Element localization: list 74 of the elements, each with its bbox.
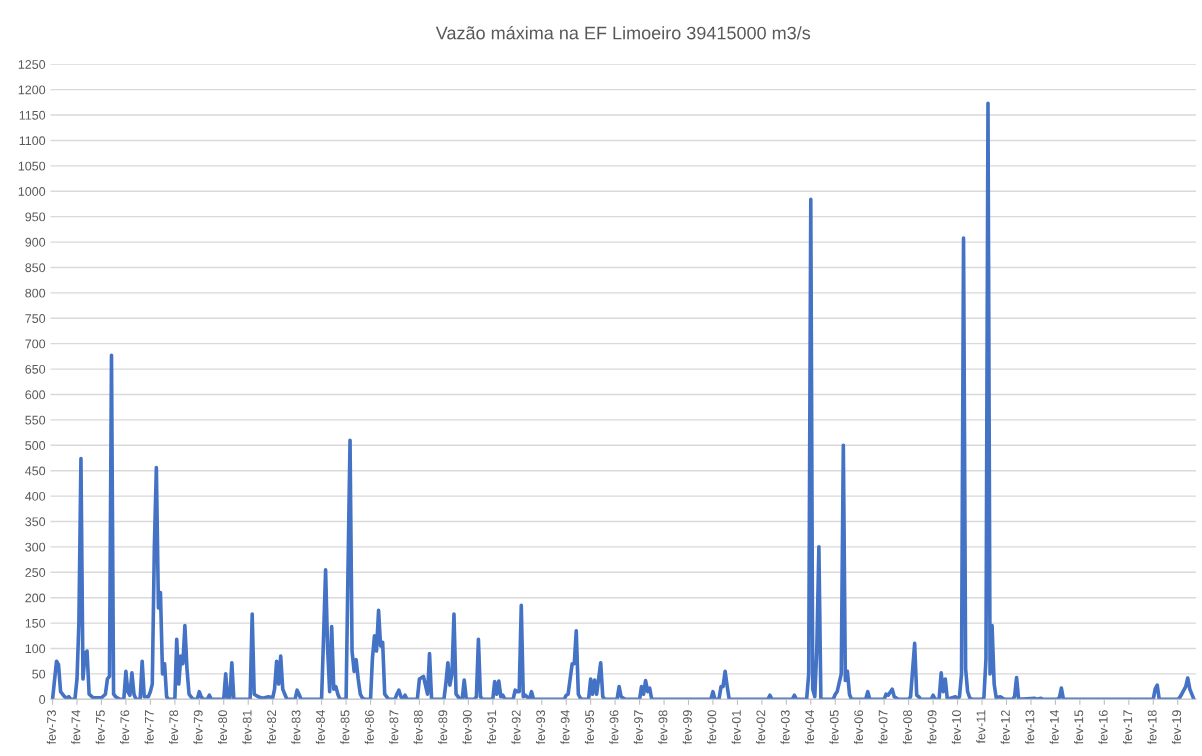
- y-tick-label: 700: [25, 339, 46, 349]
- y-tick-label: 1000: [18, 187, 46, 196]
- y-tick-label: 400: [25, 491, 46, 501]
- x-tick-label: fev-89: [438, 710, 448, 745]
- x-tick-label: fev-04: [804, 710, 815, 745]
- x-tick-label: fev-09: [927, 710, 937, 745]
- x-tick-label: fev-84: [315, 710, 325, 745]
- y-tick-label: 900: [25, 237, 46, 247]
- x-tick-label: fev-75: [95, 710, 105, 745]
- x-tick-label: fev-99: [682, 710, 692, 745]
- x-tick-label: fev-13: [1025, 710, 1035, 745]
- y-tick-label: 150: [25, 618, 46, 628]
- x-tick-label: fev-83: [291, 710, 301, 745]
- x-tick-label: fev-18: [1147, 710, 1157, 745]
- y-tick-label: 750: [25, 314, 46, 323]
- x-tick-label: fev-19: [1171, 710, 1182, 745]
- y-tick-label: 100: [25, 644, 46, 654]
- x-tick-label: fev-97: [633, 710, 643, 745]
- chart-title: Vazão máxima na EF Limoeiro 39415000 m3/s: [435, 25, 811, 40]
- y-tick-label: 600: [25, 390, 46, 400]
- x-tick-label: fev-10: [951, 710, 961, 745]
- x-tick-label: fev-92: [511, 710, 521, 745]
- y-tick-label: 1200: [18, 85, 46, 95]
- x-tick-label: fev-78: [169, 710, 179, 745]
- y-tick-label: 500: [25, 441, 46, 450]
- y-tick-label: 250: [25, 568, 46, 577]
- x-tick-label: fev-95: [584, 710, 595, 745]
- x-tick-label: fev-87: [389, 710, 399, 745]
- y-tick-label: 1100: [19, 136, 46, 146]
- x-tick-label: fev-77: [144, 710, 154, 745]
- y-tick-label: 350: [25, 517, 46, 527]
- x-tick-label: fev-03: [780, 710, 790, 745]
- x-tick-label: fev-01: [731, 710, 741, 745]
- x-tick-label: fev-91: [487, 710, 497, 745]
- y-tick-label: 1150: [19, 110, 46, 120]
- y-tick-label: 650: [25, 364, 46, 374]
- x-tick-label: fev-08: [902, 710, 912, 745]
- x-tick-label: fev-96: [609, 710, 619, 745]
- x-tick-label: fev-17: [1123, 710, 1133, 745]
- y-tick-label: 450: [25, 466, 46, 476]
- y-tick-label: 950: [25, 212, 46, 222]
- x-tick-label: fev-81: [242, 710, 252, 745]
- y-tick-label: 550: [25, 415, 46, 425]
- x-tick-label: fev-94: [560, 710, 570, 745]
- y-tick-label: 800: [25, 288, 46, 298]
- x-tick-label: fev-93: [535, 710, 546, 745]
- x-tick-label: fev-79: [193, 710, 203, 745]
- x-tick-label: fev-74: [71, 710, 81, 745]
- x-tick-label: fev-06: [853, 710, 864, 745]
- x-tick-label: fev-12: [1000, 710, 1010, 745]
- y-tick-label: 300: [25, 542, 46, 552]
- y-tick-label: 850: [25, 263, 46, 273]
- x-tick-label: fev-16: [1098, 710, 1108, 745]
- x-tick-label: fev-02: [756, 710, 766, 745]
- x-tick-label: fev-11: [976, 710, 986, 744]
- y-tick-label: 0: [39, 695, 46, 704]
- y-tick-label: 1050: [18, 161, 46, 171]
- x-tick-label: fev-90: [462, 710, 472, 745]
- x-tick-label: fev-86: [364, 710, 374, 745]
- x-tick-label: fev-98: [658, 710, 668, 745]
- y-tick-label: 1250: [18, 60, 46, 69]
- y-tick-label: 50: [32, 669, 46, 679]
- x-tick-label: fev-00: [707, 710, 717, 745]
- x-tick-label: fev-15: [1074, 710, 1084, 745]
- x-tick-label: fev-88: [413, 710, 423, 745]
- x-tick-label: fev-73: [46, 710, 56, 745]
- x-tick-label: fev-85: [340, 710, 350, 745]
- x-tick-label: fev-82: [266, 710, 277, 745]
- x-tick-label: fev-14: [1049, 710, 1059, 745]
- x-tick-label: fev-76: [120, 710, 130, 745]
- x-tick-label: fev-07: [878, 710, 888, 745]
- x-tick-label: fev-80: [217, 710, 228, 745]
- x-tick-label: fev-05: [829, 710, 839, 745]
- y-tick-label: 200: [25, 593, 46, 603]
